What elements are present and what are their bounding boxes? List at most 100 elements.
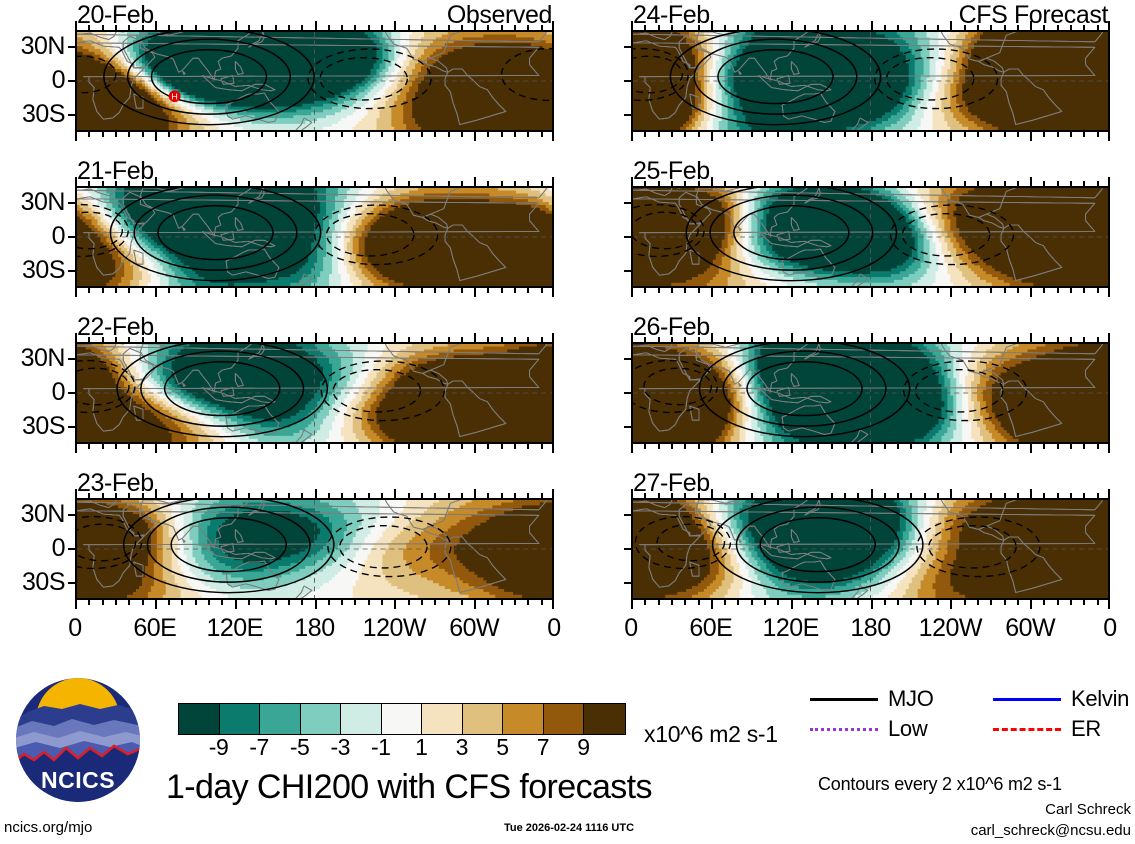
- x-axis-tick-minor: [221, 132, 224, 137]
- x-axis-tick-top-minor: [274, 493, 277, 498]
- x-axis-label: 180: [294, 616, 335, 641]
- x-axis-tick-minor: [923, 132, 926, 137]
- panel-date-label: 27-Feb: [633, 471, 710, 496]
- site-url[interactable]: ncics.org/mjo: [4, 820, 92, 835]
- x-axis-tick-minor: [101, 600, 104, 605]
- x-axis-tick-top-minor: [447, 25, 450, 30]
- x-axis-tick-major: [950, 600, 953, 609]
- x-axis-tick-minor: [341, 132, 344, 137]
- x-axis-tick-top-minor: [540, 25, 543, 30]
- legend-item-low: Low: [810, 718, 928, 740]
- x-axis-tick-top-minor: [540, 493, 543, 498]
- x-axis-tick-major: [950, 132, 953, 141]
- x-axis-tick-minor: [460, 444, 463, 449]
- x-axis-tick-minor: [750, 444, 753, 449]
- legend-label: Low: [888, 718, 928, 740]
- colorbar-swatch: [584, 704, 625, 734]
- x-axis-tick-major: [790, 288, 793, 297]
- x-axis-tick-major: [154, 288, 157, 297]
- x-axis-tick-minor: [114, 132, 117, 137]
- x-axis-tick-minor: [447, 288, 450, 293]
- x-axis-tick-minor: [976, 288, 979, 293]
- x-axis-tick-top-minor: [208, 337, 211, 342]
- x-axis-tick-top-minor: [724, 493, 727, 498]
- map-field: [75, 498, 554, 600]
- author-email[interactable]: carl_schreck@ncsu.edu: [971, 823, 1131, 838]
- x-axis-tick-minor: [327, 600, 330, 605]
- x-axis-tick-major: [1030, 288, 1033, 297]
- x-axis-tick-minor: [114, 600, 117, 605]
- x-axis-tick-minor: [88, 288, 91, 293]
- x-axis-tick-major: [950, 444, 953, 453]
- x-axis-tick-minor: [1056, 444, 1059, 449]
- x-axis-tick-top-minor: [287, 337, 290, 342]
- x-axis-tick-minor: [670, 132, 673, 137]
- x-axis-tick-top-minor: [487, 493, 490, 498]
- colorbar-tick-label: -5: [290, 736, 310, 759]
- x-axis-tick-top-minor: [407, 337, 410, 342]
- x-axis-tick-minor: [644, 132, 647, 137]
- x-axis-tick-minor: [261, 444, 264, 449]
- x-axis-tick-minor: [1070, 444, 1073, 449]
- x-axis-tick-minor: [1056, 288, 1059, 293]
- x-axis-tick-major: [394, 444, 397, 453]
- y-axis-tick: [68, 582, 76, 584]
- x-axis-tick-top-minor: [500, 181, 503, 186]
- y-axis-label: 30S: [22, 414, 65, 439]
- x-axis-tick-minor: [287, 132, 290, 137]
- panel-date-label: 25-Feb: [633, 159, 710, 184]
- x-axis-tick-top-minor: [724, 337, 727, 342]
- x-axis-tick-minor: [527, 600, 530, 605]
- x-axis-tick-top-major: [790, 21, 793, 30]
- x-axis-tick-minor: [274, 132, 277, 137]
- x-axis-tick-minor: [670, 444, 673, 449]
- x-axis-tick-top-minor: [830, 25, 833, 30]
- x-axis-tick-minor: [367, 132, 370, 137]
- map-panel: 27-Feb: [624, 471, 1110, 609]
- x-axis-tick-minor: [261, 288, 264, 293]
- x-axis-tick-minor: [194, 288, 197, 293]
- x-axis-tick-minor: [817, 132, 820, 137]
- x-axis-tick-top-minor: [487, 25, 490, 30]
- x-axis-tick-top-minor: [657, 25, 660, 30]
- x-axis-tick-major: [870, 288, 873, 297]
- x-axis-tick-minor: [843, 288, 846, 293]
- x-axis-tick-minor: [764, 132, 767, 137]
- x-axis-tick-minor: [261, 132, 264, 137]
- x-axis-tick-top-minor: [963, 25, 966, 30]
- x-axis-tick-top-minor: [221, 493, 224, 498]
- x-axis-tick-top-minor: [697, 181, 700, 186]
- x-axis-tick-top-minor: [764, 25, 767, 30]
- x-axis-tick-top-minor: [181, 337, 184, 342]
- x-axis-tick-top-minor: [817, 493, 820, 498]
- x-axis-tick-top-minor: [684, 25, 687, 30]
- x-axis-tick-top-minor: [843, 181, 846, 186]
- x-axis-tick-minor: [540, 444, 543, 449]
- x-axis-tick-minor: [764, 600, 767, 605]
- x-axis-tick-top-minor: [141, 493, 144, 498]
- x-axis-tick-top-minor: [963, 493, 966, 498]
- x-axis-tick-minor: [657, 444, 660, 449]
- x-axis-tick-minor: [817, 444, 820, 449]
- x-axis-tick-minor: [1083, 132, 1086, 137]
- x-axis-tick-major: [234, 600, 237, 609]
- x-axis-tick-minor: [381, 600, 384, 605]
- x-axis-tick-top-major: [394, 333, 397, 342]
- x-axis-tick-minor: [381, 132, 384, 137]
- x-axis-tick-minor: [88, 132, 91, 137]
- x-axis-tick-minor: [407, 132, 410, 137]
- x-axis-tick-major: [1030, 444, 1033, 453]
- x-axis-tick-top-minor: [88, 181, 91, 186]
- x-axis-label: 60E: [689, 616, 732, 641]
- x-axis-tick-top-minor: [724, 181, 727, 186]
- x-axis-tick-top-minor: [381, 493, 384, 498]
- colorbar-swatch: [179, 704, 220, 734]
- x-axis-tick-minor: [830, 600, 833, 605]
- x-axis-tick-minor: [1003, 288, 1006, 293]
- x-axis-tick-minor: [367, 600, 370, 605]
- x-axis-tick-minor: [1083, 444, 1086, 449]
- x-axis-tick-minor: [341, 288, 344, 293]
- x-axis-tick-minor: [923, 288, 926, 293]
- x-axis-tick-minor: [657, 600, 660, 605]
- x-axis-tick-top-minor: [500, 493, 503, 498]
